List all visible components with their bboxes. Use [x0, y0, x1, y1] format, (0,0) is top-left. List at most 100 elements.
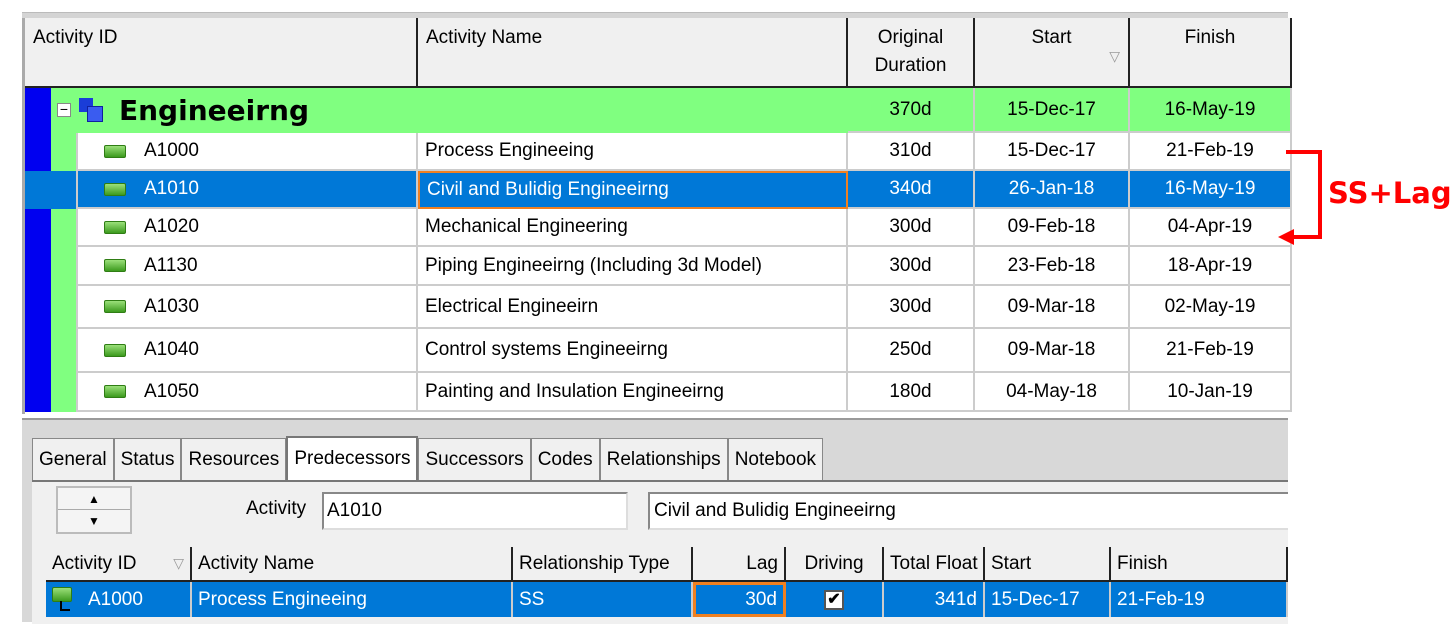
tab-successors[interactable]: Successors	[418, 438, 531, 480]
start-cell: 23-Feb-18	[975, 247, 1130, 286]
pred-cell-finish: 21-Feb-19	[1111, 582, 1288, 617]
tab-resources[interactable]: Resources	[181, 438, 287, 480]
col-header-activity-id[interactable]: Activity ID	[25, 18, 418, 88]
col-header-activity-name[interactable]: Activity Name	[418, 18, 848, 88]
activity-row[interactable]: A1030 Electrical Engineeirn 300d 09-Mar-…	[25, 286, 1292, 329]
duration-cell: 300d	[848, 286, 975, 329]
activity-id: A1010	[144, 178, 199, 199]
tab-notebook[interactable]: Notebook	[727, 438, 824, 480]
sort-filter-icon: ▽	[173, 555, 184, 571]
finish-cell: 21-Feb-19	[1130, 133, 1292, 171]
wbs-level-strip	[25, 329, 51, 373]
wbs-level-strip	[25, 133, 51, 171]
col-header-start[interactable]: Start ▽	[975, 18, 1130, 88]
activity-id: A1030	[144, 295, 199, 317]
activity-name-cell[interactable]: Control systems Engineeirng	[418, 329, 848, 373]
activity-details-panel: General Status Resources Predecessors Succes…	[22, 418, 1288, 624]
pred-col-header-name[interactable]: Activity Name	[192, 547, 513, 582]
pred-header-label: Total Float	[890, 552, 978, 574]
group-duration: 370d	[848, 88, 975, 133]
pred-col-header-start[interactable]: Start	[985, 547, 1111, 582]
wbs-indent	[51, 373, 78, 412]
pred-cell-driving: ✔	[786, 582, 884, 617]
wbs-icon	[79, 98, 105, 124]
pred-col-header-finish[interactable]: Finish	[1111, 547, 1288, 582]
predecessor-link-icon	[52, 586, 80, 613]
tab-status[interactable]: Status	[113, 438, 182, 480]
finish-cell: 18-Apr-19	[1130, 247, 1292, 286]
col-header-original-duration[interactable]: Original Duration	[848, 18, 975, 88]
activity-name-cell[interactable]: Process Engineeing	[418, 133, 848, 171]
sort-filter-icon: ▽	[1109, 48, 1120, 64]
activity-name-cell[interactable]: Piping Engineeirng (Including 3d Model)	[418, 247, 848, 286]
activity-id: A1130	[144, 254, 198, 276]
group-finish: 16-May-19	[1130, 88, 1292, 133]
pred-header-label: Driving	[804, 552, 864, 574]
activity-id: A1000	[144, 140, 199, 161]
activity-name-cell[interactable]: Painting and Insulation Engineeirng	[418, 373, 848, 412]
activity-name-cell[interactable]: Civil and Bulidig Engineeirng	[418, 171, 848, 209]
activity-grid: Activity ID Activity Name Original Durat…	[22, 18, 1292, 414]
top-splitter[interactable]	[22, 12, 1288, 18]
activity-bar-icon	[104, 259, 126, 272]
pred-cell-lag: 30d	[693, 582, 786, 617]
pred-col-header-id[interactable]: Activity ID ▽	[46, 547, 192, 582]
duration-cell: 250d	[848, 329, 975, 373]
pred-lag: 30d	[745, 588, 777, 610]
wbs-level-strip	[25, 247, 51, 286]
duration-cell: 300d	[848, 209, 975, 247]
tab-codes[interactable]: Codes	[530, 438, 600, 480]
pred-col-header-float[interactable]: Total Float	[884, 547, 985, 582]
driving-checkbox[interactable]: ✔	[824, 589, 844, 610]
predecessors-table: Activity ID ▽ Activity Name Relationship Ty…	[46, 547, 1288, 627]
previous-arrow-icon[interactable]: ▲	[58, 488, 130, 510]
predecessor-row[interactable]: A1000 Process Engineeing SS 30d ✔ 341d 15-Dec-…	[46, 582, 1288, 617]
activity-id-cell: A1050	[78, 373, 418, 412]
start-cell: 15-Dec-17	[975, 133, 1130, 171]
pred-col-header-type[interactable]: Relationship Type	[513, 547, 693, 582]
activity-name-cell[interactable]: Electrical Engineeirn	[418, 286, 848, 329]
activity-bar-icon	[104, 343, 126, 357]
activity-row[interactable]: A1000 Process Engineeing 310d 15-Dec-17 …	[25, 133, 1292, 171]
wbs-indent	[51, 171, 78, 209]
tab-general[interactable]: General	[32, 438, 114, 480]
activity-id-cell: A1040	[78, 329, 418, 373]
activity-row[interactable]: A1020 Mechanical Engineering 300d 09-Feb…	[25, 209, 1292, 247]
finish-cell: 02-May-19	[1130, 286, 1292, 329]
tab-relationships[interactable]: Relationships	[599, 438, 728, 480]
duration-cell: 310d	[848, 133, 975, 171]
activity-name-field[interactable]: Civil and Bulidig Engineeirng	[648, 492, 1288, 530]
predecessors-tab-content: ▲ ▼ Activity A1010 Civil and Bulidig Eng…	[32, 480, 1288, 624]
wbs-level-strip	[25, 209, 51, 247]
pred-col-header-driving[interactable]: Driving	[786, 547, 884, 582]
group-start: 15-Dec-17	[975, 88, 1130, 133]
collapse-icon[interactable]: −	[57, 102, 71, 117]
pred-type: SS	[519, 588, 545, 610]
activity-row[interactable]: A1130 Piping Engineeirng (Including 3d M…	[25, 247, 1292, 286]
wbs-indent	[51, 329, 78, 373]
activity-name-cell[interactable]: Mechanical Engineering	[418, 209, 848, 247]
activity-id-cell: A1130	[78, 247, 418, 286]
wbs-group-row[interactable]: − Engineeirng 370d 15-Dec-17 16-May-19	[25, 88, 1292, 133]
activity-bar-icon	[104, 220, 126, 234]
pred-cell-id: A1000	[46, 582, 192, 617]
pred-name: Process Engineeing	[198, 588, 367, 610]
pred-finish: 21-Feb-19	[1117, 588, 1205, 610]
activity-id-field[interactable]: A1010	[322, 492, 628, 530]
nav-buttons: ▲ ▼	[56, 486, 132, 534]
pred-cell-type: SS	[513, 582, 693, 617]
pred-cell-start: 15-Dec-17	[985, 582, 1111, 617]
wbs-name: Engineeirng	[119, 94, 309, 127]
finish-cell: 16-May-19	[1130, 171, 1292, 209]
activity-row[interactable]: A1040 Control systems Engineeirng 250d 0…	[25, 329, 1292, 373]
pred-col-header-lag[interactable]: Lag	[693, 547, 786, 582]
activity-id-cell: A1010	[78, 171, 418, 209]
col-header-finish[interactable]: Finish	[1130, 18, 1292, 88]
activity-row[interactable]: A1010 Civil and Bulidig Engineeirng 340d…	[25, 171, 1292, 209]
activity-bar-icon	[104, 300, 126, 313]
wbs-indent	[51, 209, 78, 247]
tab-predecessors[interactable]: Predecessors	[286, 436, 419, 480]
start-cell: 09-Mar-18	[975, 286, 1130, 329]
activity-row[interactable]: A1050 Painting and Insulation Engineeirn…	[25, 373, 1292, 412]
next-arrow-icon[interactable]: ▼	[88, 514, 100, 528]
